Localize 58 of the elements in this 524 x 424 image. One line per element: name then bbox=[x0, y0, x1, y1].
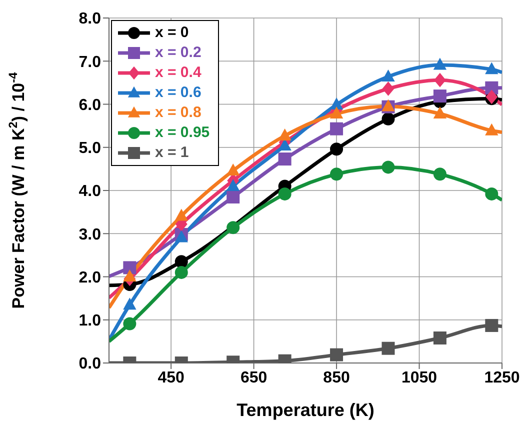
point bbox=[174, 255, 188, 268]
point bbox=[433, 58, 447, 70]
point bbox=[330, 106, 344, 119]
point bbox=[226, 163, 240, 176]
y-tick-label: 2.0 bbox=[78, 269, 102, 286]
y-tick-label: 6.0 bbox=[78, 96, 102, 114]
legend-label: x = 0 bbox=[155, 23, 189, 43]
point bbox=[278, 187, 292, 200]
point bbox=[486, 90, 498, 104]
point bbox=[278, 152, 292, 166]
legend-label: x = 0.2 bbox=[155, 43, 202, 63]
point bbox=[226, 178, 240, 191]
point bbox=[485, 187, 498, 200]
point bbox=[485, 123, 498, 136]
x-tick-label: 650 bbox=[240, 369, 268, 386]
legend-label: x = 1 bbox=[155, 143, 189, 163]
point bbox=[382, 69, 395, 82]
y-tick-label: 8.0 bbox=[78, 10, 102, 28]
legend-label: x = 0.8 bbox=[155, 103, 202, 123]
x-tick-label: 1250 bbox=[484, 369, 520, 386]
point bbox=[433, 168, 446, 181]
point bbox=[433, 331, 446, 344]
point bbox=[330, 348, 344, 362]
point bbox=[382, 342, 395, 355]
point bbox=[382, 112, 395, 126]
y-tick-label: 0.0 bbox=[78, 356, 102, 373]
point bbox=[123, 261, 136, 274]
y-tick-label: 5.0 bbox=[78, 140, 102, 158]
x-tick-label: 450 bbox=[158, 369, 184, 386]
point bbox=[330, 142, 344, 156]
point bbox=[330, 97, 344, 110]
point bbox=[433, 106, 447, 119]
point bbox=[382, 82, 394, 96]
y-tick-label: 3.0 bbox=[78, 226, 102, 244]
point bbox=[226, 221, 240, 234]
point bbox=[174, 266, 188, 279]
x-axis-title: Temperature (K) bbox=[236, 400, 374, 420]
x-tick-label: 1050 bbox=[401, 369, 438, 386]
legend-label: x = 0.95 bbox=[155, 123, 210, 143]
point bbox=[123, 317, 136, 330]
point bbox=[278, 128, 292, 141]
x-tick-label: 850 bbox=[323, 369, 350, 386]
point bbox=[485, 318, 498, 332]
point bbox=[485, 62, 498, 74]
legend-label: x = 0.4 bbox=[155, 63, 202, 83]
y-tick-label: 1.0 bbox=[78, 312, 102, 330]
point bbox=[433, 90, 446, 103]
point bbox=[382, 160, 395, 174]
point bbox=[330, 168, 344, 181]
point bbox=[123, 270, 136, 282]
point bbox=[123, 298, 136, 310]
y-tick-label: 4.0 bbox=[78, 183, 102, 200]
y-tick-label: 7.0 bbox=[78, 54, 102, 71]
legend-label: x = 0.6 bbox=[155, 83, 202, 103]
point bbox=[226, 190, 240, 204]
point bbox=[174, 208, 188, 221]
point bbox=[434, 72, 446, 88]
point bbox=[330, 122, 344, 136]
